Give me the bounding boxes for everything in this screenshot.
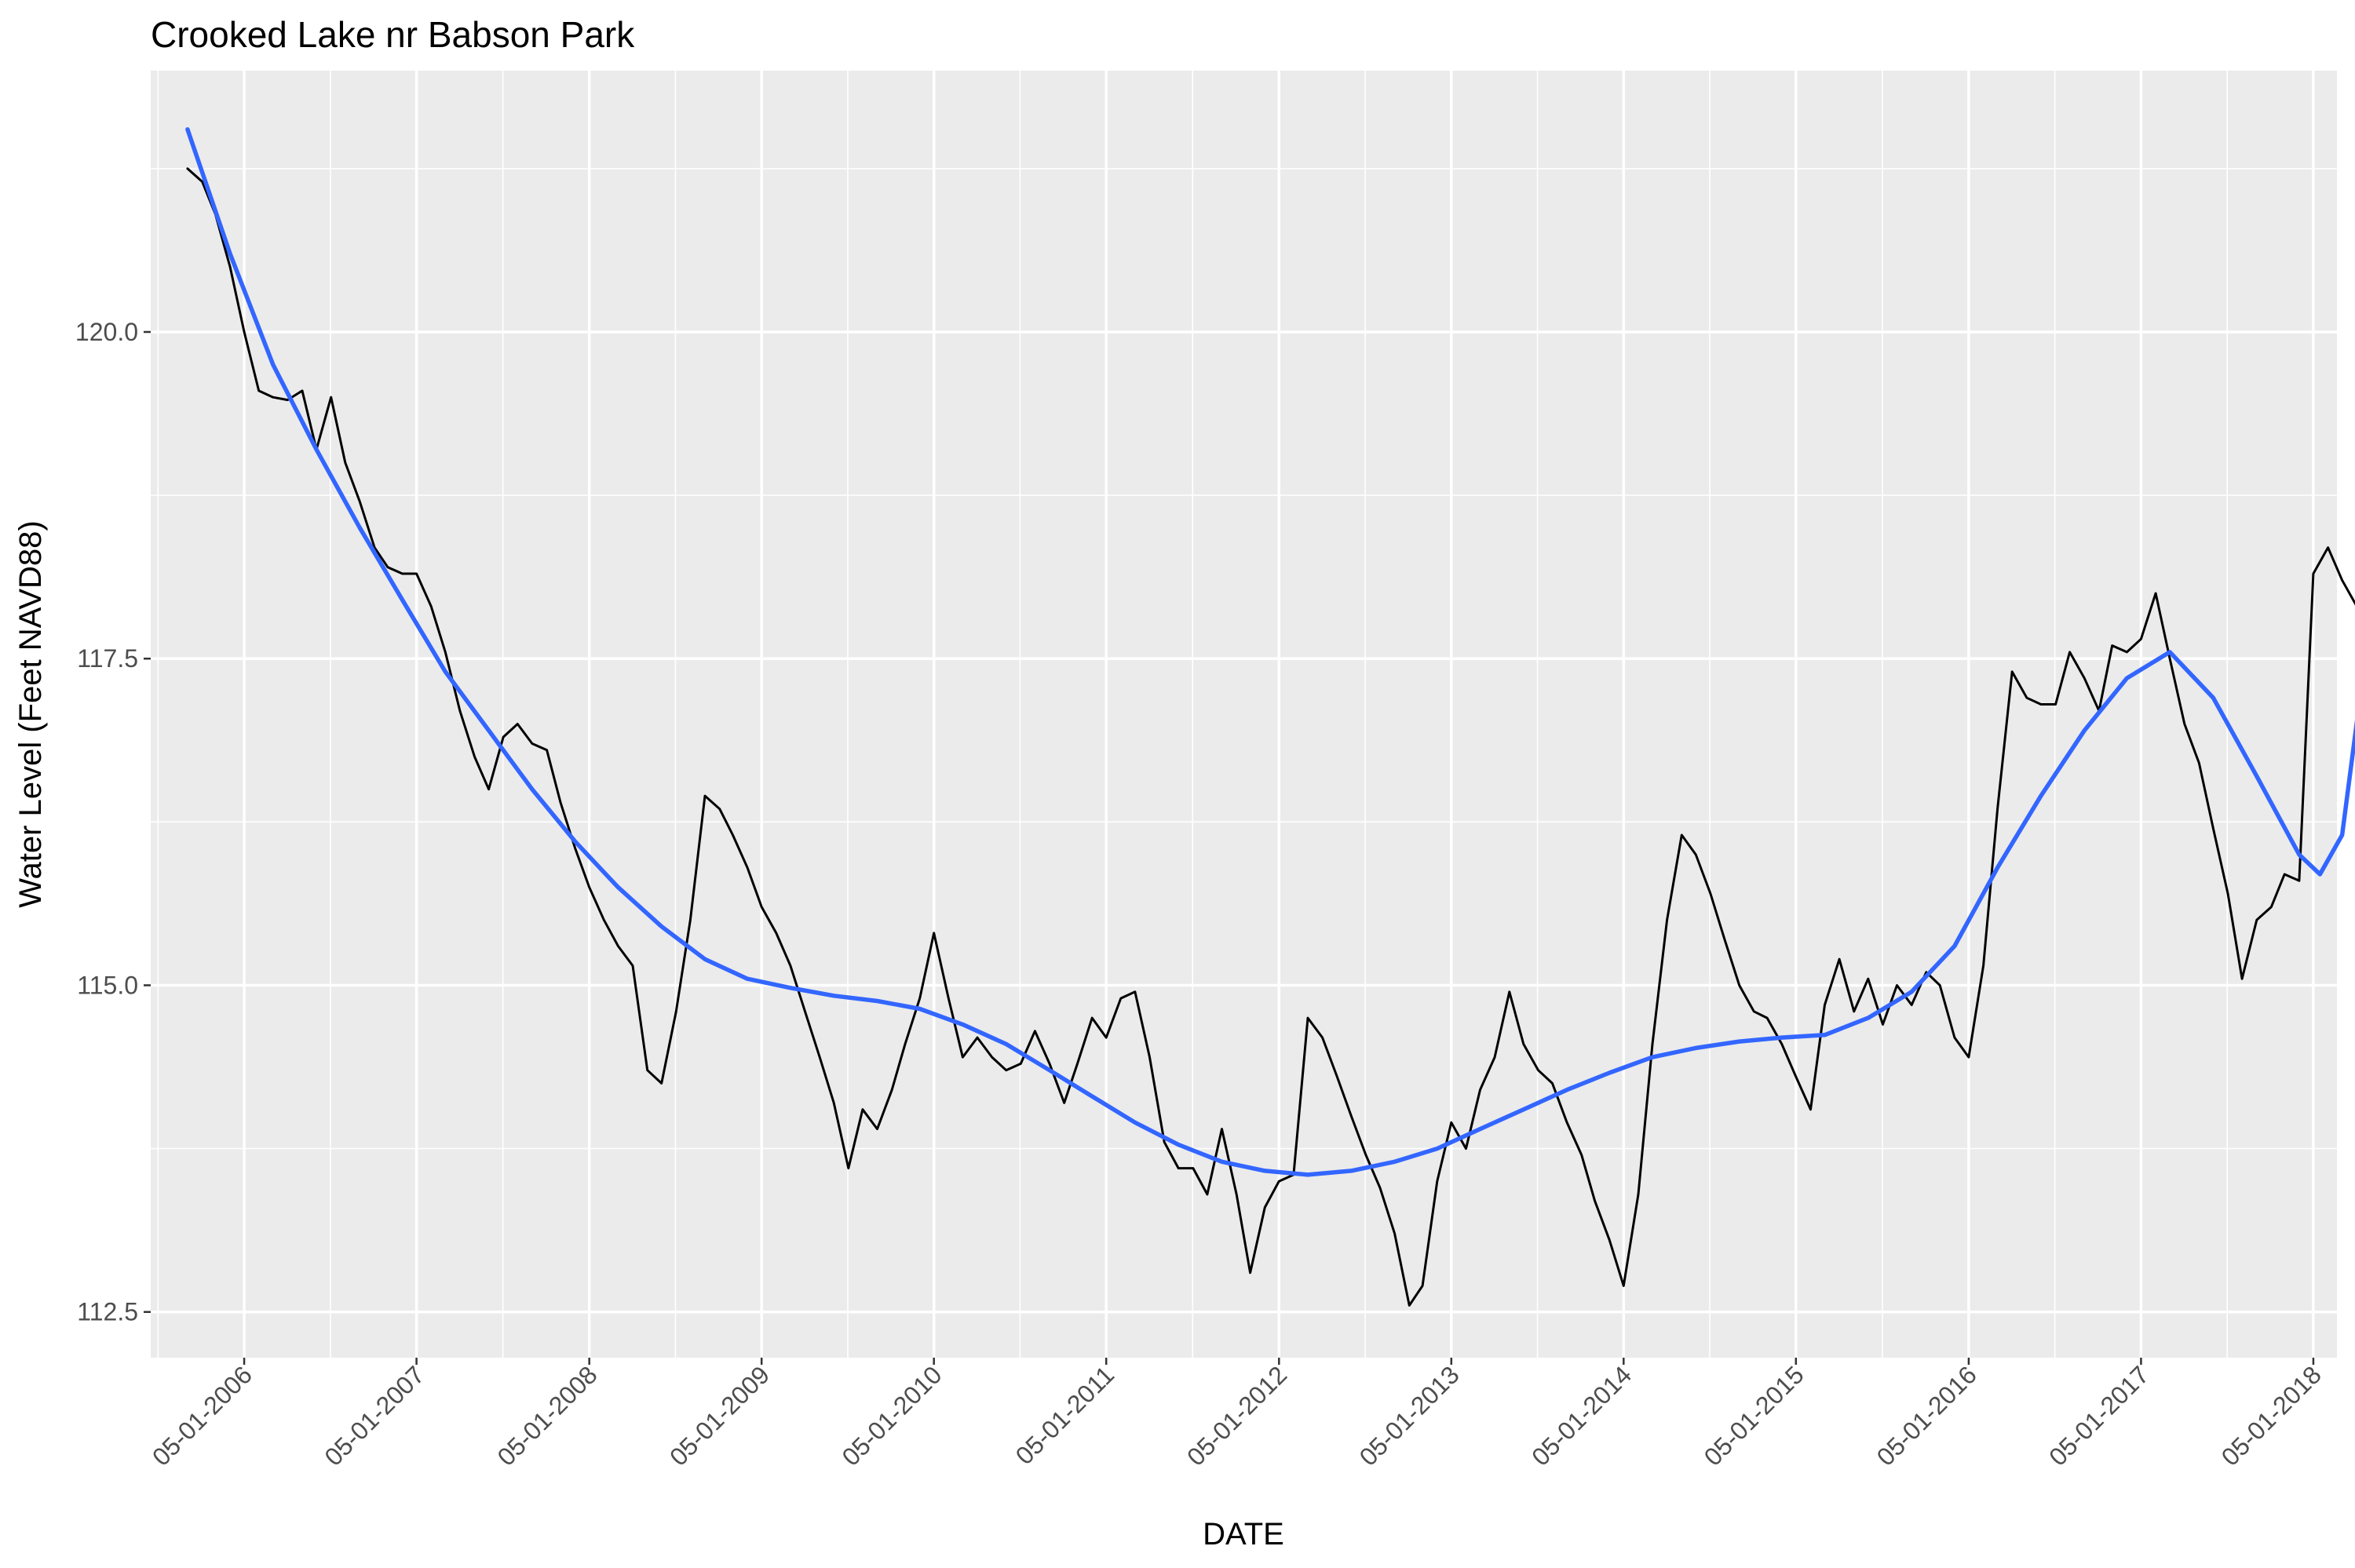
x-tick-label: 05-01-2006 (147, 1360, 257, 1471)
plot-panel (151, 71, 2337, 1358)
y-tick-label: 117.5 (77, 644, 138, 673)
x-tick-label: 05-01-2014 (1526, 1360, 1637, 1471)
y-tick-label: 115.0 (77, 971, 138, 999)
x-tick-label: 05-01-2017 (2043, 1360, 2154, 1471)
y-tick-label: 112.5 (77, 1298, 138, 1326)
y-tick-label: 120.0 (75, 318, 138, 346)
grid-minor (151, 71, 2337, 1358)
x-tick-label: 05-01-2012 (1181, 1360, 1292, 1471)
series-layer (185, 127, 2355, 1307)
x-axis-title: DATE (1203, 1517, 1284, 1552)
x-tick-label: 05-01-2016 (1871, 1360, 1982, 1471)
x-tick-label: 05-01-2011 (1010, 1360, 1120, 1470)
y-axis-title: Water Level (Feet NAVD88) (13, 520, 48, 908)
grid-major (151, 71, 2337, 1358)
chart-title: Crooked Lake nr Babson Park (151, 14, 635, 55)
x-tick-label: 05-01-2009 (664, 1360, 775, 1471)
x-tick-label: 05-01-2018 (2216, 1360, 2327, 1471)
x-tick-label: 05-01-2013 (1354, 1360, 1465, 1471)
water-level-line (186, 167, 2355, 1307)
x-tick-label: 05-01-2007 (319, 1360, 429, 1471)
x-tick-label: 05-01-2015 (1699, 1360, 1809, 1471)
smoothed-trend-line (185, 127, 2355, 1177)
x-tick-label: 05-01-2008 (491, 1360, 602, 1471)
x-axis: 05-01-2006 05-01-2007 05-01-2008 05-01-2009… (147, 1358, 2327, 1471)
y-axis: 112.5 115.0 117.5 120.0 (75, 318, 151, 1326)
x-tick-label: 05-01-2010 (836, 1360, 947, 1471)
